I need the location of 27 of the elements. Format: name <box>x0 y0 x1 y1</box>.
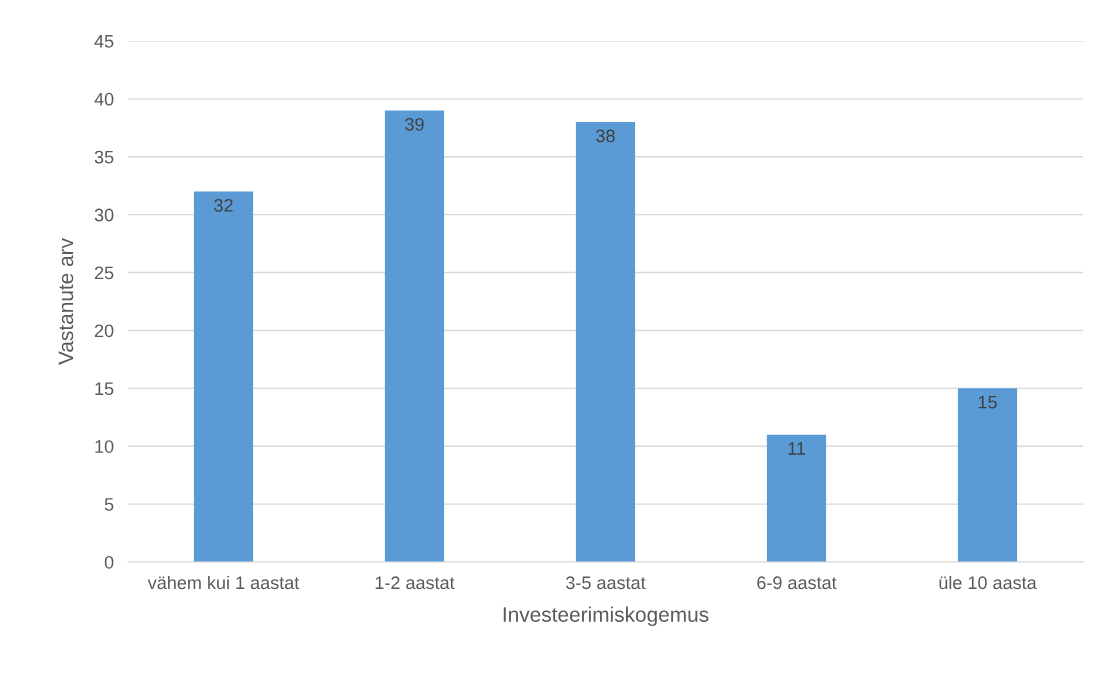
x-tick-label: vähem kui 1 aastat <box>147 575 300 590</box>
y-tick-label: 20 <box>94 324 114 338</box>
y-tick-label: 5 <box>104 498 114 511</box>
x-tick-label: 1-2 aastat <box>375 576 455 590</box>
bar <box>384 110 445 562</box>
y-tick-label: 30 <box>94 208 114 222</box>
data-label: 15 <box>978 395 997 409</box>
y-tick-label: 15 <box>95 382 114 396</box>
y-axis-title: Vastanute arv <box>58 238 74 365</box>
y-tick-label: 35 <box>94 150 114 164</box>
x-tick-label: 3-5 aastat <box>566 576 646 590</box>
bar <box>575 122 636 562</box>
x-tick-label: üle 10 aasta <box>939 575 1037 590</box>
data-label: 11 <box>788 442 805 455</box>
x-tick-label: 6-9 aastat <box>757 576 837 590</box>
bar <box>193 191 254 562</box>
data-label: 38 <box>596 129 615 143</box>
data-label: 32 <box>214 198 233 212</box>
y-tick-label: 0 <box>104 555 114 569</box>
x-axis-title: Investeerimiskogemus <box>503 606 709 627</box>
y-tick-label: 10 <box>95 440 114 453</box>
y-tick-label: 25 <box>94 266 114 280</box>
bar <box>957 388 1018 562</box>
y-tick-label: 45 <box>94 35 114 48</box>
y-tick-label: 40 <box>94 92 114 106</box>
data-label: 39 <box>405 117 424 131</box>
bar <box>766 434 827 562</box>
